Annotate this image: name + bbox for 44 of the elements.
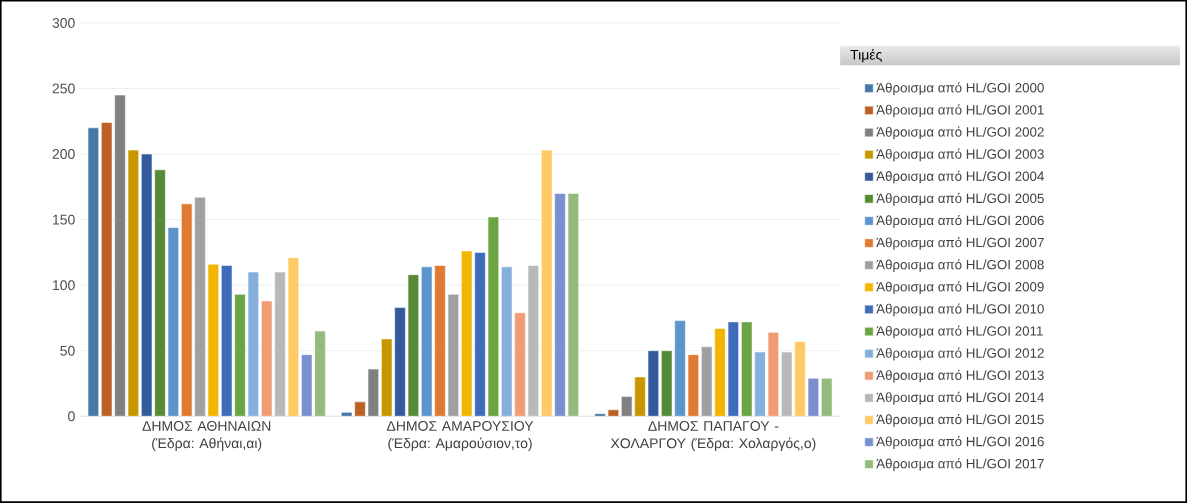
bar bbox=[87, 127, 99, 417]
bar bbox=[714, 328, 726, 417]
bar bbox=[194, 197, 206, 417]
bar bbox=[754, 351, 766, 417]
y-tick-label: 100 bbox=[53, 280, 75, 291]
bar bbox=[314, 330, 326, 417]
y-tick-label: 150 bbox=[53, 214, 75, 225]
x-tick-label: ΔΗΜΟΣ ΑΘΗΝΑΙΩΝ (Έδρα: Αθήναι,αι) bbox=[142, 421, 271, 452]
bar bbox=[114, 94, 126, 417]
y-tick-label: 50 bbox=[60, 345, 75, 356]
legend-label: Άθροισμα από HL/GOI 2011 bbox=[876, 325, 1043, 339]
legend-label: Άθροισμα από HL/GOI 2005 bbox=[876, 192, 1044, 206]
legend-label: Άθροισμα από HL/GOI 2013 bbox=[876, 369, 1044, 383]
bar bbox=[794, 341, 806, 417]
y-tick-label: 250 bbox=[52, 83, 75, 94]
legend-label: Άθροισμα από HL/GOI 2017 bbox=[876, 458, 1044, 472]
y-tick-label: 300 bbox=[52, 18, 75, 28]
x-tick-label: ΔΗΜΟΣ ΑΜΑΡΟΥΣΙΟΥ (Έδρα: Αμαρούσιον,το) bbox=[386, 421, 534, 452]
y-tick-label: 200 bbox=[52, 149, 75, 160]
legend-label: Άθροισμα από HL/GOI 2004 bbox=[876, 170, 1044, 184]
legend-label: Άθροισμα από HL/GOI 2006 bbox=[876, 214, 1044, 228]
x-tick-label: ΔΗΜΟΣ ΠΑΠΑΓΟΥ - ΧΟΛΑΡΓΟΥ (Έδρα: Χολαργός,ο) bbox=[610, 421, 816, 452]
legend-title: Τιμές bbox=[850, 49, 882, 63]
bar bbox=[394, 307, 406, 417]
legend-label: Άθροισμα από HL/GOI 2007 bbox=[876, 237, 1044, 250]
legend-label: Άθροισμα από HL/GOI 2002 bbox=[876, 126, 1044, 140]
legend-label: Άθροισμα από HL/GOI 2016 bbox=[876, 436, 1044, 449]
legend-label: Άθροισμα από HL/GOI 2000 bbox=[876, 82, 1044, 96]
legend-label: Άθροισμα από HL/GOI 2003 bbox=[876, 148, 1044, 162]
y-tick-label: 0 bbox=[68, 411, 75, 422]
bar bbox=[554, 193, 566, 417]
legend-label: Άθροισμα από HL/GOI 2010 bbox=[876, 303, 1044, 317]
bar bbox=[781, 351, 793, 417]
bar bbox=[234, 294, 246, 417]
bar bbox=[474, 252, 486, 417]
bar bbox=[167, 227, 179, 417]
legend-label: Άθροισμα από HL/GOI 2001 bbox=[876, 104, 1044, 118]
bar bbox=[634, 376, 646, 417]
legend-label: Άθροισμα από HL/GOI 2008 bbox=[876, 259, 1044, 272]
legend-label: Άθροισμα από HL/GOI 2015 bbox=[876, 413, 1044, 427]
legend-label: Άθροισμα από HL/GOI 2009 bbox=[876, 281, 1044, 295]
legend-label: Άθροισμα από HL/GOI 2014 bbox=[876, 391, 1044, 405]
bar bbox=[514, 312, 526, 417]
legend-label: Άθροισμα από HL/GOI 2012 bbox=[876, 347, 1044, 361]
